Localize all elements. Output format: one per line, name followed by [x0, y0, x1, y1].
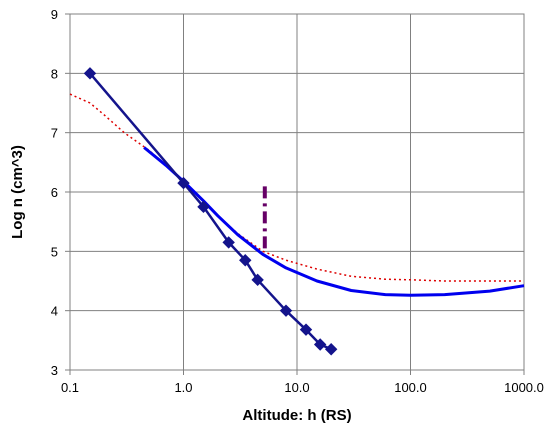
series-layer [69, 67, 525, 356]
model-density-curve-line [143, 146, 525, 297]
x-tick-label: 100.0 [394, 380, 427, 395]
alternate-model-curve-line [69, 93, 524, 282]
x-tick-label: 10.0 [284, 380, 309, 395]
tick-labels: 0.1 1.0 10.0 100.0 1000.0 3 4 5 6 7 8 9 [51, 7, 544, 395]
data-point-diamond [299, 323, 313, 336]
y-tick-label: 6 [51, 185, 58, 200]
x-tick-label: 1000.0 [504, 380, 544, 395]
y-axis-title: Log n (cm^3) [9, 145, 26, 239]
grid-lines [65, 13, 525, 375]
data-point-diamond [177, 176, 190, 190]
data-point-diamond [222, 236, 235, 249]
x-tick-label: 1.0 [174, 380, 192, 395]
x-tick-label: 0.1 [61, 380, 79, 395]
y-tick-label: 7 [51, 126, 58, 141]
y-tick-label: 8 [51, 66, 58, 81]
data-point-diamond [279, 304, 293, 317]
data-point-diamond [83, 67, 97, 80]
x-axis-title: Altitude: h (RS) [242, 407, 351, 424]
y-tick-label: 4 [51, 304, 58, 319]
y-tick-label: 5 [51, 244, 58, 259]
data-point-diamond [324, 343, 338, 356]
y-tick-label: 3 [51, 363, 58, 378]
data-point-diamond [251, 273, 264, 287]
data-point-diamond [239, 254, 252, 267]
data-point-diamond [313, 338, 327, 351]
data-point-diamond [197, 200, 210, 214]
measured-density-series-line [89, 72, 332, 351]
y-tick-label: 9 [51, 7, 58, 22]
